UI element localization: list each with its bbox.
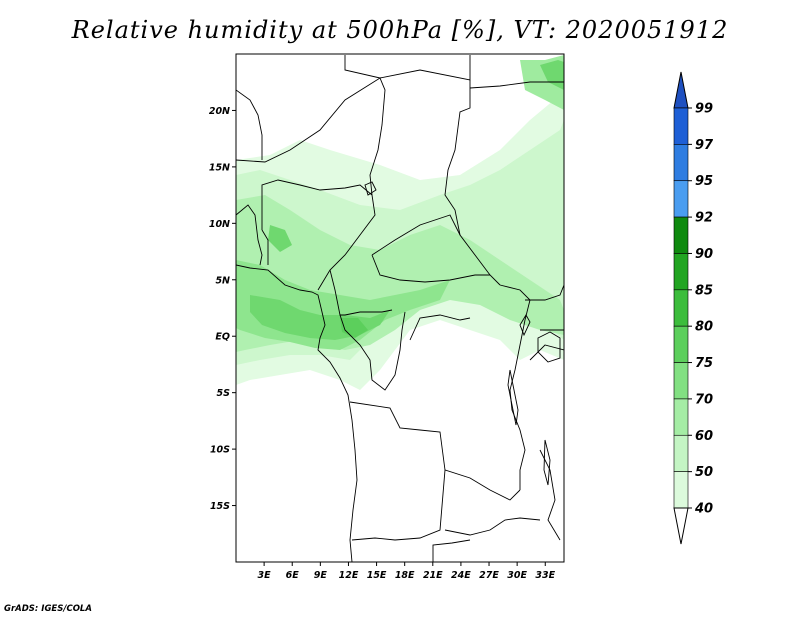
x-tick-label: 21E xyxy=(423,570,443,581)
border-west-small xyxy=(236,204,263,266)
x-tick-label: 33E xyxy=(535,570,555,581)
colorbar-swatch xyxy=(673,434,689,472)
x-tick-label: 27E xyxy=(479,570,499,581)
x-axis: 3E 6E 9E 12E 15E 18E 21E 24E 27E 30E 33E xyxy=(258,562,556,581)
colorbar-swatch xyxy=(673,289,689,327)
river-congo xyxy=(409,314,471,341)
x-tick-label: 24E xyxy=(451,570,471,581)
border-car-south xyxy=(371,254,490,283)
y-tick-label: EQ xyxy=(215,332,230,343)
y-axis: 20N 15N 10N 5N EQ 5S 10S 15S xyxy=(209,106,236,512)
y-tick-label: 20N xyxy=(209,106,230,117)
colorbar-swatch xyxy=(673,471,689,509)
border-namibia xyxy=(432,539,471,562)
colorbar-over-arrow xyxy=(673,71,689,109)
border-northeast xyxy=(469,81,564,89)
colorbar-swatch xyxy=(673,216,689,254)
border-angola-south xyxy=(351,469,521,541)
rh-80-region xyxy=(340,318,368,338)
colorbar-label: 95 xyxy=(695,174,713,189)
border-cameroon xyxy=(329,269,393,316)
border-tanzania xyxy=(529,344,564,361)
lake-chad xyxy=(364,181,377,196)
map-title: Relative humidity at 500hPa [%], VT: 202… xyxy=(71,16,729,44)
x-tick-label: 30E xyxy=(507,570,527,581)
x-tick-label: 3E xyxy=(258,570,272,581)
colorbar-swatch xyxy=(673,398,689,436)
y-tick-label: 15N xyxy=(209,162,230,173)
border-sudan xyxy=(444,80,501,286)
colorbar-swatch xyxy=(673,253,689,291)
border-nigeria xyxy=(261,179,376,291)
rh-80-region-2 xyxy=(268,225,292,252)
border-zambia xyxy=(444,517,541,536)
colorbar-label: 40 xyxy=(694,502,713,517)
coastline-west xyxy=(236,264,358,562)
colorbar-label: 90 xyxy=(695,247,713,262)
colorbar: 99 97 95 92 90 85 80 75 70 60 50 40 xyxy=(673,71,714,545)
x-tick-label: 18E xyxy=(395,570,415,581)
colorbar-label: 70 xyxy=(695,392,713,407)
border-drc-east xyxy=(499,284,531,490)
y-tick-label: 15S xyxy=(210,501,230,512)
y-tick-label: 5S xyxy=(217,388,231,399)
colorbar-label: 97 xyxy=(695,138,714,153)
lake-albert xyxy=(519,314,531,337)
colorbar-label: 80 xyxy=(695,320,713,335)
border-ghana-area xyxy=(236,89,263,160)
lake-malawi xyxy=(543,439,551,486)
x-tick-label: 15E xyxy=(367,570,387,581)
y-tick-label: 10S xyxy=(210,445,230,456)
credit-label: GrADS: IGES/COLA xyxy=(4,604,92,614)
lake-tanganyika xyxy=(507,369,519,426)
colorbar-label: 60 xyxy=(695,429,713,444)
border-uganda xyxy=(525,284,564,301)
rh-ne-region-2 xyxy=(540,60,564,90)
country-borders xyxy=(236,55,564,562)
y-tick-label: 5N xyxy=(215,275,230,286)
colorbar-swatch xyxy=(673,362,689,400)
x-tick-label: 6E xyxy=(286,570,300,581)
colorbar-label: 50 xyxy=(695,465,713,480)
border-angola-north xyxy=(349,401,446,471)
border-benin xyxy=(261,229,269,265)
colorbar-label: 85 xyxy=(695,283,713,298)
colorbar-label: 92 xyxy=(695,211,713,226)
colorbar-label: 99 xyxy=(695,102,713,117)
lake-victoria xyxy=(537,331,561,363)
x-tick-label: 12E xyxy=(339,570,359,581)
border-car-north xyxy=(371,214,461,256)
colorbar-swatch xyxy=(673,144,689,182)
x-tick-label: 9E xyxy=(314,570,328,581)
colorbar-swatch xyxy=(673,325,689,363)
border-libya-egypt xyxy=(344,55,471,81)
colorbar-under-arrow xyxy=(673,507,689,545)
map-frame xyxy=(235,53,565,563)
colorbar-swatch xyxy=(673,107,689,145)
humidity-shading xyxy=(236,55,564,390)
colorbar-swatch xyxy=(673,180,689,218)
border-mozambique xyxy=(539,449,561,541)
border-congo xyxy=(339,311,406,391)
colorbar-label: 75 xyxy=(695,356,713,371)
y-tick-label: 10N xyxy=(209,219,230,230)
